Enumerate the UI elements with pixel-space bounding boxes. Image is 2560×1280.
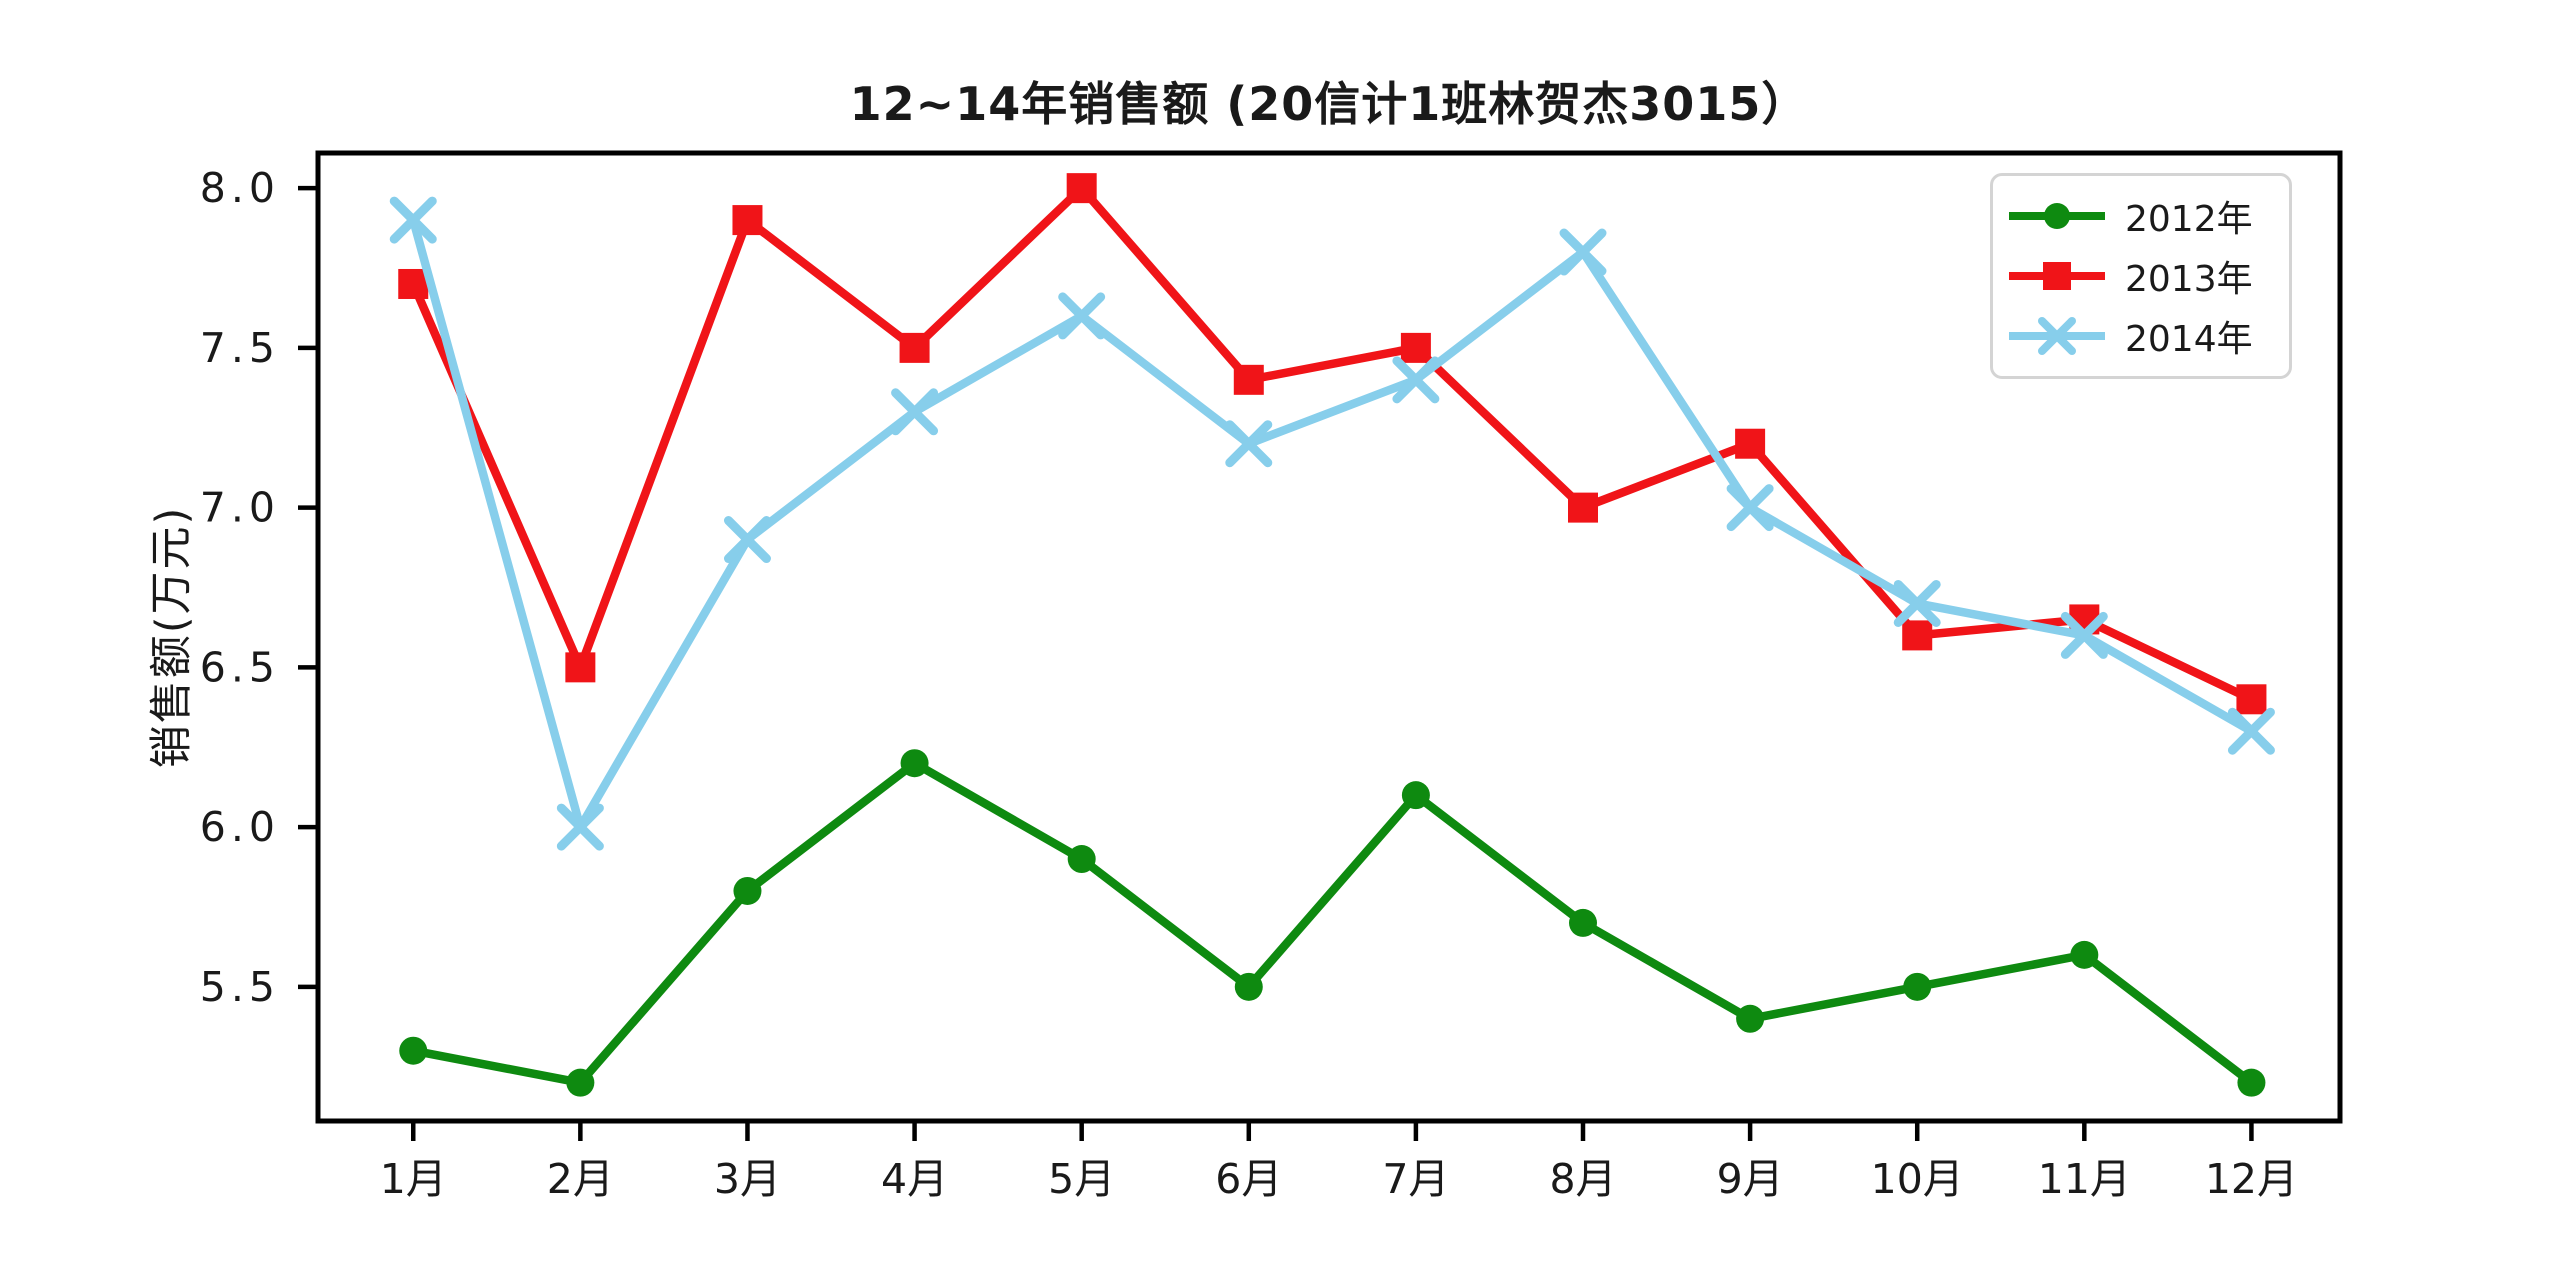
plot-border: [315, 150, 2343, 1124]
series-2012年-marker-circle: [1569, 908, 1598, 937]
y-axis-label: 销售额(万元): [147, 505, 197, 769]
series-2012年-marker-circle: [1903, 972, 1932, 1001]
series-2012年-marker-circle: [1234, 972, 1263, 1001]
x-tick-label: 3月: [714, 1155, 781, 1203]
series-2013年-marker-square: [899, 332, 930, 363]
series-2014年-marker-x: [1225, 420, 1273, 468]
series-2013年-marker-square: [1233, 364, 1264, 395]
legend-item-2014年: 2014年: [2007, 310, 2275, 362]
series-2012年-marker-circle: [399, 1036, 428, 1065]
series-line-2014年: [409, 215, 2256, 832]
series-2014年-marker-x: [1893, 579, 1941, 627]
series-2014年-marker-x: [556, 803, 604, 851]
series-2012年-marker-circle: [2237, 1068, 2266, 1097]
legend-label: 2013年: [2125, 259, 2253, 300]
series-2013年-marker-square: [732, 205, 763, 236]
x-tick-label: 1月: [380, 1155, 447, 1203]
series-2014年-marker-x: [389, 196, 437, 244]
y-tick-label: 6.0: [200, 803, 280, 851]
x-tick-label: 11月: [2038, 1155, 2131, 1203]
legend-sample-circle-icon: [2009, 203, 2105, 229]
y-tick-label: 5.5: [200, 963, 280, 1011]
x-tick-label: 7月: [1382, 1155, 1449, 1203]
legend-item-2012年: 2012年: [2007, 190, 2275, 242]
series-2014年-marker-x: [2227, 707, 2275, 755]
x-tick-label: 12月: [2205, 1155, 2298, 1203]
series-2012年-marker-circle: [2070, 940, 2099, 969]
series-2012年-marker-circle: [1736, 1004, 1765, 1033]
series-2013年-marker-square: [1066, 173, 1097, 204]
x-tick-label: 8月: [1549, 1155, 1616, 1203]
legend-sample-x-icon: [2009, 317, 2105, 355]
series-2012年-marker-circle: [566, 1068, 595, 1097]
y-tick-label: 6.5: [200, 643, 280, 691]
series-2013年-marker-square: [565, 652, 596, 683]
y-tick-label: 8.0: [200, 164, 280, 212]
series-2013年-marker-square: [398, 268, 429, 299]
series-2012年-marker-circle: [1067, 845, 1096, 874]
legend-box: 2012年 2013年 2014年: [1990, 173, 2292, 379]
series-2014年-marker-x: [1058, 292, 1106, 340]
series-2014年-marker-x: [1559, 228, 1607, 276]
series-2014年-marker-x: [891, 388, 939, 436]
legend-sample-square-icon: [2009, 262, 2105, 290]
series-2013年-marker-square: [1568, 492, 1599, 523]
series-2013年-marker-square: [2236, 684, 2267, 715]
series-2013年-marker-square: [1902, 620, 1933, 651]
series-2014年-marker-x: [1726, 484, 1774, 532]
series-2014年-marker-x: [1392, 356, 1440, 404]
x-tick-label: 5月: [1048, 1155, 1115, 1203]
chart-title: 12~14年销售额 (20信计1班林贺杰3015）: [849, 77, 1809, 131]
legend-item-2013年: 2013年: [2007, 250, 2275, 302]
legend-label: 2012年: [2125, 199, 2253, 240]
series-2012年-marker-circle: [900, 749, 929, 778]
x-tick-label: 10月: [1871, 1155, 1964, 1203]
series-2013年-marker-square: [1400, 332, 1431, 363]
x-tick-label: 9月: [1717, 1155, 1784, 1203]
series-2012年-marker-circle: [733, 876, 762, 905]
y-tick-label: 7.5: [200, 324, 280, 372]
series-line-2013年: [409, 183, 2256, 704]
x-tick-label: 2月: [547, 1155, 614, 1203]
series-line-2012年: [409, 758, 2256, 1087]
series-2014年-marker-x: [2060, 611, 2108, 659]
y-tick-label: 7.0: [200, 484, 280, 532]
series-2014年-marker-x: [723, 516, 771, 564]
series-2012年-marker-circle: [1401, 781, 1430, 810]
x-tick-label: 6月: [1215, 1155, 1282, 1203]
x-tick-label: 4月: [881, 1155, 948, 1203]
legend-label: 2014年: [2125, 319, 2253, 360]
series-2013年-marker-square: [1735, 428, 1766, 459]
